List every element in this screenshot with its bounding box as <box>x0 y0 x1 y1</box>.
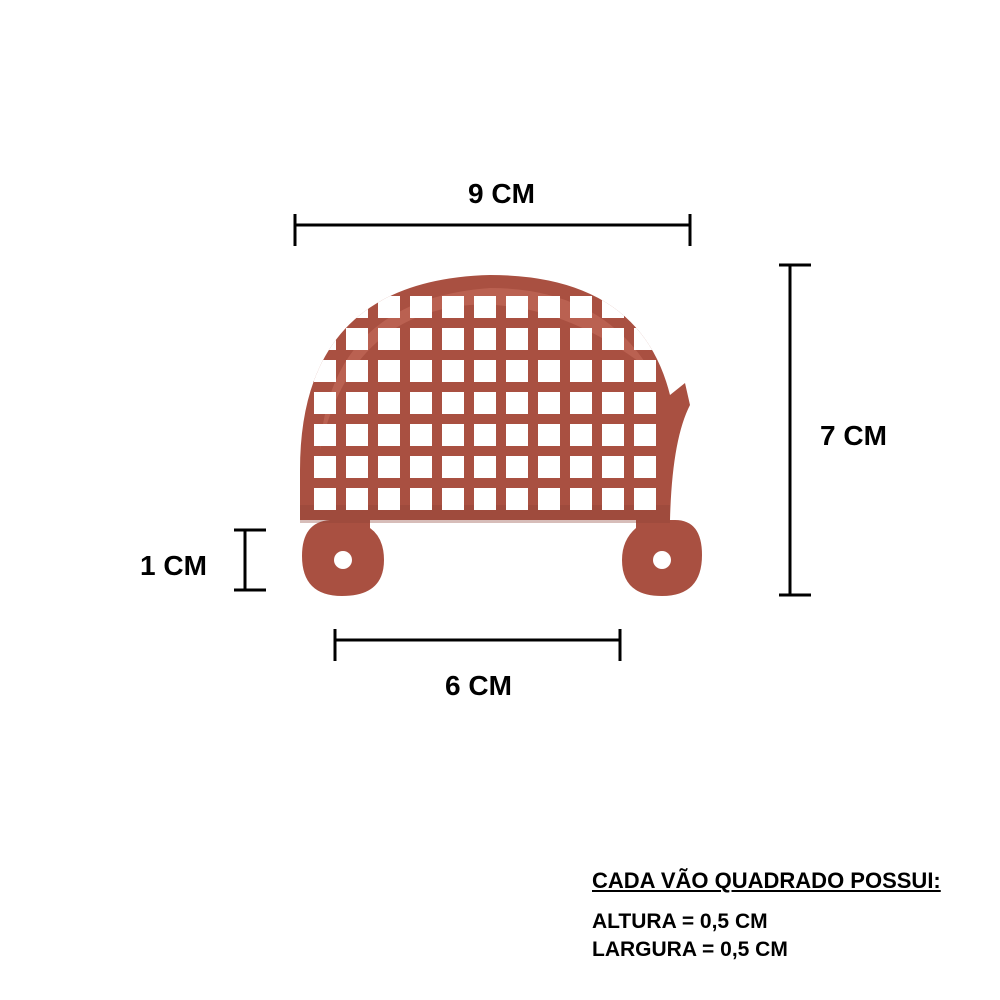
note-line-1: ALTURA = 0,5 CM <box>592 910 768 934</box>
dim-top-label: 9 CM <box>468 178 535 210</box>
dim-left-label: 1 CM <box>140 550 207 582</box>
dim-bottom-label: 6 CM <box>445 670 512 702</box>
product-grid <box>314 296 656 510</box>
note-title: CADA VÃO QUADRADO POSSUI: <box>592 868 941 894</box>
mount-hole-right <box>653 551 671 569</box>
mount-hole-left <box>334 551 352 569</box>
dim-right-label: 7 CM <box>820 420 887 452</box>
diagram-stage: 9 CM 7 CM 1 CM 6 CM CADA VÃO QUADRADO PO… <box>0 0 1000 1000</box>
diagram-svg <box>0 0 1000 1000</box>
note-line-2: LARGURA = 0,5 CM <box>592 938 788 962</box>
product-shape <box>300 275 702 596</box>
